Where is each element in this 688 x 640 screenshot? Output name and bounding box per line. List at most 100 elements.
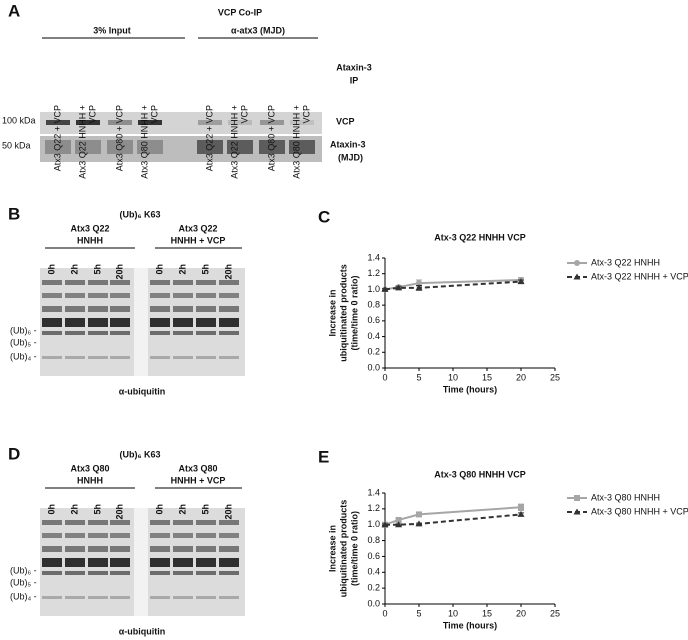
- lane-label: 5h: [92, 504, 102, 515]
- lane-label: 2h: [69, 264, 79, 275]
- blot-band: [289, 140, 315, 154]
- blot-band: [42, 331, 62, 335]
- row-label: VCP: [336, 116, 355, 126]
- y-axis-label: (time/time 0 ratio): [349, 275, 359, 350]
- blot-band: [173, 571, 193, 575]
- blot-band: [88, 571, 108, 575]
- blot-band: [42, 318, 62, 327]
- y-axis-label: Increase in: [327, 289, 337, 336]
- legend-marker: [573, 508, 581, 515]
- blot-band: [88, 356, 108, 359]
- blot-band: [110, 318, 130, 327]
- blot-band: [219, 306, 239, 312]
- blot-band: [219, 293, 239, 298]
- data-point: [415, 284, 423, 291]
- panel-label: B: [8, 204, 20, 223]
- ip-label: IP: [350, 75, 359, 85]
- y-axis-label: (time/time 0 ratio): [349, 511, 359, 586]
- blot-band: [65, 306, 85, 312]
- blot-band: [42, 520, 62, 525]
- blot-band: [88, 596, 108, 599]
- data-point: [395, 516, 402, 523]
- lane-label: 0h: [154, 504, 164, 515]
- blot-band: [173, 533, 193, 538]
- blot-band: [65, 356, 85, 359]
- data-point: [395, 521, 403, 528]
- panel-label: E: [318, 447, 329, 466]
- blot-band: [108, 120, 132, 125]
- data-point: [381, 285, 389, 292]
- data-point: [518, 504, 524, 511]
- row-label: (MJD): [338, 152, 363, 162]
- antibody-label: α-ubiquitin: [119, 626, 166, 636]
- blot-band: [173, 596, 193, 599]
- group-label: 3% Input: [93, 25, 131, 35]
- group-label: Atx3 Q80: [178, 463, 217, 473]
- blot-band: [173, 306, 193, 312]
- blot-band: [150, 571, 170, 575]
- blot-band: [173, 293, 193, 298]
- x-tick-label: 20: [516, 372, 526, 382]
- lane-label: 2h: [177, 504, 187, 515]
- lane-label: 5h: [92, 264, 102, 275]
- group-label: HNHH: [77, 475, 103, 485]
- blot-band: [110, 533, 130, 538]
- lane-label: Atx3 Q22 HNHH +: [229, 105, 239, 179]
- blot-band: [110, 356, 130, 359]
- blot-band: [219, 331, 239, 335]
- blot-band: [65, 596, 85, 599]
- panel-label: D: [8, 444, 20, 463]
- x-tick-label: 15: [482, 372, 492, 382]
- x-axis-label: Time (hours): [443, 384, 497, 394]
- y-tick-label: 1.0: [367, 519, 380, 529]
- blot-band: [110, 596, 130, 599]
- group-label: α-atx3 (MJD): [231, 25, 285, 35]
- blot-band: [46, 120, 70, 125]
- blot: [40, 112, 322, 134]
- lane-label: VCP: [301, 105, 311, 124]
- y-tick-label: 0.6: [367, 315, 380, 325]
- blot-band: [259, 140, 285, 154]
- blot-band: [196, 596, 216, 599]
- blot-band: [65, 293, 85, 298]
- x-tick-label: 25: [550, 372, 560, 382]
- blot-band: [45, 140, 71, 154]
- blot-band: [42, 306, 62, 312]
- lane-label: Atx3 Q80 + VCP: [114, 105, 124, 171]
- blot-band: [65, 571, 85, 575]
- x-tick-label: 10: [448, 372, 458, 382]
- x-tick-label: 5: [416, 608, 421, 618]
- y-tick-label: 0.2: [367, 347, 380, 357]
- lane-label: Atx3 Q22 + VCP: [204, 105, 214, 171]
- group-label: Atx3 Q80: [70, 463, 109, 473]
- blot-band: [88, 293, 108, 298]
- blot-band: [65, 280, 85, 285]
- lane-label: VCP: [149, 105, 159, 124]
- blot-band: [196, 306, 216, 312]
- blot-band: [42, 293, 62, 298]
- blot-band: [150, 331, 170, 335]
- series-line: [384, 279, 522, 291]
- blot-band: [260, 120, 284, 125]
- blot-band: [42, 571, 62, 575]
- band-label: (Ub)₆ -: [10, 325, 37, 335]
- blot-band: [196, 520, 216, 525]
- legend-marker: [574, 495, 580, 501]
- blot-band: [173, 520, 193, 525]
- panel-title: (Ub)₆ K63: [119, 209, 160, 219]
- data-point: [416, 280, 422, 287]
- blot-band: [173, 318, 193, 327]
- blot-band: [219, 520, 239, 525]
- blot-band: [88, 280, 108, 285]
- antibody-label: α-ubiquitin: [119, 386, 166, 396]
- band-label: (Ub)₆ -: [10, 565, 37, 575]
- blot-band: [76, 120, 100, 125]
- blot-band: [150, 356, 170, 359]
- lane-label: Atx3 Q22 + VCP: [52, 105, 62, 171]
- blot-band: [227, 140, 253, 154]
- legend-label: Atx-3 Q22 HNHH + VCP: [591, 271, 688, 281]
- blot-band: [196, 331, 216, 335]
- lane-label: 20h: [223, 264, 233, 280]
- lane-label: Atx3 Q80 HNHH +: [291, 105, 301, 179]
- panel-label: C: [318, 207, 330, 226]
